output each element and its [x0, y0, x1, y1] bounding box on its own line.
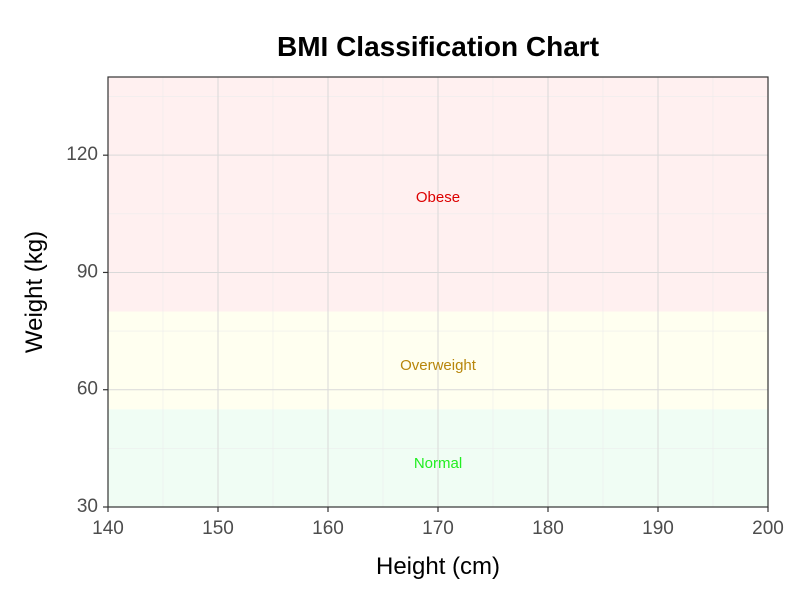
chart-title: BMI Classification Chart [277, 31, 599, 62]
ticks-layer: 140 150 160 170 180 190 200 30 60 90 120 [66, 144, 784, 539]
x-tick-label: 140 [92, 518, 124, 539]
x-tick-label: 160 [312, 518, 344, 539]
x-tick-label: 170 [422, 518, 454, 539]
zone-label-overweight: Overweight [400, 357, 477, 374]
x-tick-label: 180 [532, 518, 564, 539]
y-tick-label: 120 [66, 144, 98, 165]
zone-labels-layer: Normal Overweight Obese [400, 189, 477, 472]
x-axis-label: Height (cm) [376, 553, 500, 580]
x-tick-label: 200 [752, 518, 784, 539]
zone-label-normal: Normal [414, 455, 462, 472]
y-tick-label: 90 [77, 261, 98, 282]
zone-label-obese: Obese [416, 189, 460, 206]
y-tick-label: 60 [77, 379, 98, 400]
x-tick-label: 190 [642, 518, 674, 539]
x-tick-label: 150 [202, 518, 234, 539]
y-axis-label: Weight (kg) [21, 231, 48, 353]
y-tick-label: 30 [77, 496, 98, 517]
